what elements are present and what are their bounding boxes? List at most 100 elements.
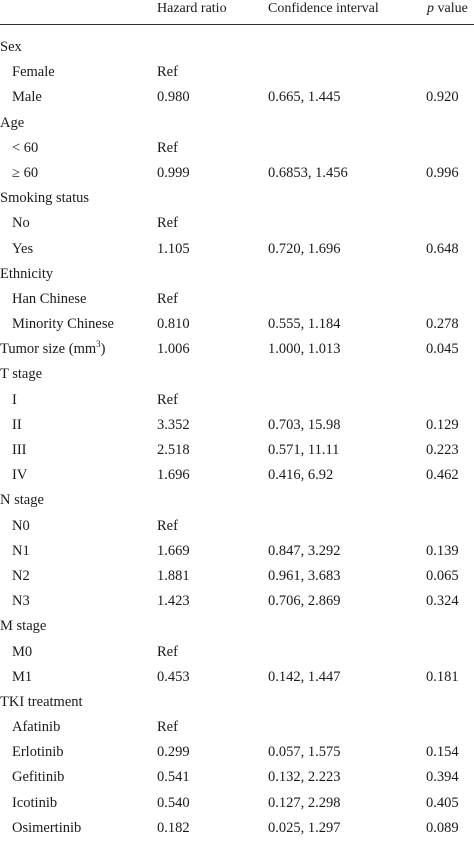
row-label-text: TKI treatment [0, 693, 83, 710]
table-row: < 60 Ref [0, 137, 474, 162]
row-label-text: Han Chinese [12, 290, 87, 307]
row-label: M stage [0, 617, 46, 635]
hazard-ratio-cell: Ref [157, 391, 178, 408]
row-label-text: T stage [0, 366, 43, 383]
confidence-interval-cell: 0.720, 1.696 [268, 240, 341, 257]
hazard-ratio-cell: Ref [157, 719, 178, 736]
table-row: Han Chinese Ref [0, 288, 474, 313]
row-label: Yes [12, 240, 33, 258]
row-label: No [12, 214, 30, 232]
hazard-ratio-cell: Ref [157, 517, 178, 534]
row-label: IV [12, 466, 27, 484]
confidence-interval-cell: 0.057, 1.575 [268, 744, 341, 761]
hazard-ratio-cell: 0.182 [157, 819, 190, 836]
confidence-interval-cell: 0.706, 2.869 [268, 593, 341, 610]
table-row: Osimertinib 0.182 0.025, 1.297 0.089 [0, 817, 474, 842]
hazard-ratio-cell: Ref [157, 643, 178, 660]
confidence-interval-cell: 0.6853, 1.456 [268, 164, 348, 181]
row-label-text: Age [0, 114, 25, 131]
p-value-cell: 0.996 [426, 164, 459, 181]
table-row: Yes 1.105 0.720, 1.696 0.648 [0, 238, 474, 263]
hazard-ratio-cell: 3.352 [157, 416, 190, 433]
hazard-ratio-cell: 2.518 [157, 442, 190, 458]
hazard-ratio-cell: 1.881 [157, 567, 190, 584]
row-label-text: III [12, 442, 27, 458]
table-group-row: Ethnicity [0, 263, 474, 288]
row-label-text: N3 [12, 593, 30, 610]
row-label-text: Ethnicity [0, 265, 54, 282]
row-label: TKI treatment [0, 693, 83, 711]
table-row: N2 1.881 0.961, 3.683 0.065 [0, 565, 474, 590]
p-value-cell: 0.405 [426, 794, 459, 811]
row-label: Han Chinese [12, 290, 87, 308]
table-header: Hazard ratio Confidence interval p value [0, 0, 474, 25]
row-label-text: Erlotinib [12, 744, 64, 761]
row-label-text: Minority Chinese [12, 316, 114, 333]
row-label-text: Yes [12, 240, 34, 257]
row-label: T stage [0, 365, 42, 383]
table-row: ≥ 60 0.999 0.6853, 1.456 0.996 [0, 162, 474, 187]
row-label-text: N1 [12, 542, 30, 559]
row-label-text: Tumor size (mm [0, 341, 97, 358]
table-row: Erlotinib 0.299 0.057, 1.575 0.154 [0, 741, 474, 766]
row-label: Smoking status [0, 189, 89, 207]
row-label: N0 [12, 517, 30, 535]
hazard-ratio-cell: 0.999 [157, 164, 190, 181]
table-group-row: Tumor size (mm3) 1.006 1.000, 1.013 0.045 [0, 338, 474, 363]
row-label-text: Osimertinib [12, 819, 82, 836]
header-p-suffix: value [434, 1, 468, 16]
table-group-row: N stage [0, 489, 474, 514]
confidence-interval-cell: 0.703, 15.98 [268, 416, 341, 433]
hazard-ratio-cell: 1.669 [157, 542, 190, 559]
row-label-text: M0 [12, 643, 33, 660]
row-label: M0 [12, 643, 32, 661]
hazard-ratio-cell: 0.980 [157, 89, 190, 106]
p-value-cell: 0.648 [426, 240, 459, 257]
row-label: N3 [12, 592, 30, 610]
hazard-ratio-cell: 1.006 [157, 341, 190, 358]
row-label: M1 [12, 668, 32, 686]
p-value-cell: 0.089 [426, 819, 459, 836]
table-body: Sex Female Ref Male 0.980 0.665, 1.445 0.920 Ag… [0, 36, 474, 842]
hazard-ratio-cell: Ref [157, 64, 178, 81]
p-value-cell: 0.394 [426, 769, 459, 786]
p-value-cell: 0.181 [426, 668, 459, 685]
hazard-ratio-cell: 1.696 [157, 467, 190, 484]
row-label-text: N2 [12, 567, 30, 584]
row-label: ≥ 60 [12, 164, 38, 182]
row-label-text: ≥ 60 [12, 164, 39, 181]
table-row: N0 Ref [0, 515, 474, 540]
table-row: III 2.518 0.571, 11.11 0.223 [0, 439, 474, 464]
hazard-ratio-cell: 1.105 [157, 240, 190, 257]
confidence-interval-cell: 0.847, 3.292 [268, 542, 341, 559]
table-row: Female Ref [0, 61, 474, 86]
row-label: Gefitinib [12, 768, 64, 786]
confidence-interval-cell: 0.416, 6.92 [268, 467, 334, 484]
table-row: Minority Chinese 0.810 0.555, 1.184 0.278 [0, 313, 474, 338]
table-row: N3 1.423 0.706, 2.869 0.324 [0, 590, 474, 615]
hazard-ratio-cell: 0.810 [157, 316, 190, 333]
confidence-interval-cell: 0.127, 2.298 [268, 794, 341, 811]
row-label-text: Female [12, 64, 55, 81]
p-value-cell: 0.920 [426, 89, 459, 106]
table-row: Afatinib Ref [0, 716, 474, 741]
row-label-text: Sex [0, 39, 22, 55]
confidence-interval-cell: 0.555, 1.184 [268, 316, 341, 333]
hazard-ratio-cell: Ref [157, 290, 178, 307]
header-p-value: p value [427, 0, 468, 19]
table-group-row: T stage [0, 363, 474, 388]
row-label-suffix: ) [100, 341, 106, 358]
row-label: III [12, 441, 27, 459]
row-label-text: Male [12, 89, 42, 106]
row-label: Tumor size (mm3) [0, 340, 105, 358]
row-label-text: Gefitinib [12, 769, 65, 786]
row-label: N stage [0, 491, 44, 509]
row-label: Sex [0, 38, 22, 56]
row-label-text: I [12, 391, 17, 408]
table-group-row: Age [0, 112, 474, 137]
row-label: Icotinib [12, 794, 57, 812]
row-label-text: M stage [0, 618, 47, 635]
table-row: I Ref [0, 389, 474, 414]
p-value-cell: 0.045 [426, 341, 459, 358]
row-label: N1 [12, 542, 30, 560]
